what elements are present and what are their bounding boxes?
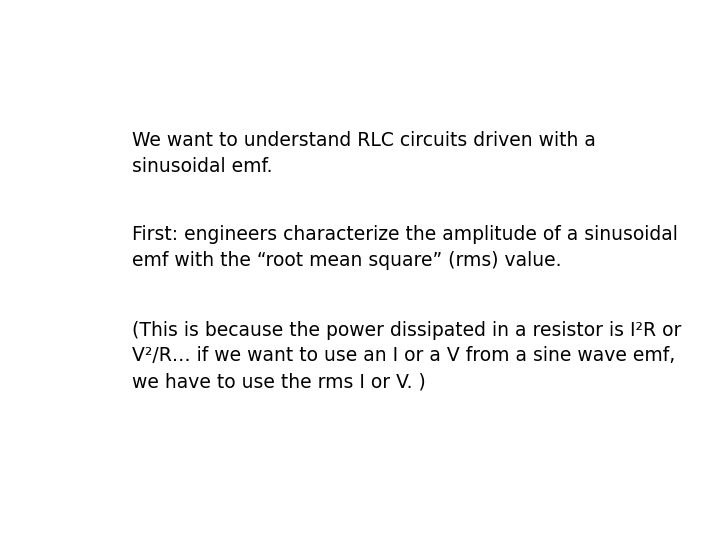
Text: We want to understand RLC circuits driven with a
sinusoidal emf.: We want to understand RLC circuits drive… [132,131,595,176]
Text: First: engineers characterize the amplitude of a sinusoidal
emf with the “root m: First: engineers characterize the amplit… [132,225,678,269]
Text: (This is because the power dissipated in a resistor is I²R or
V²/R… if we want t: (This is because the power dissipated in… [132,321,681,391]
